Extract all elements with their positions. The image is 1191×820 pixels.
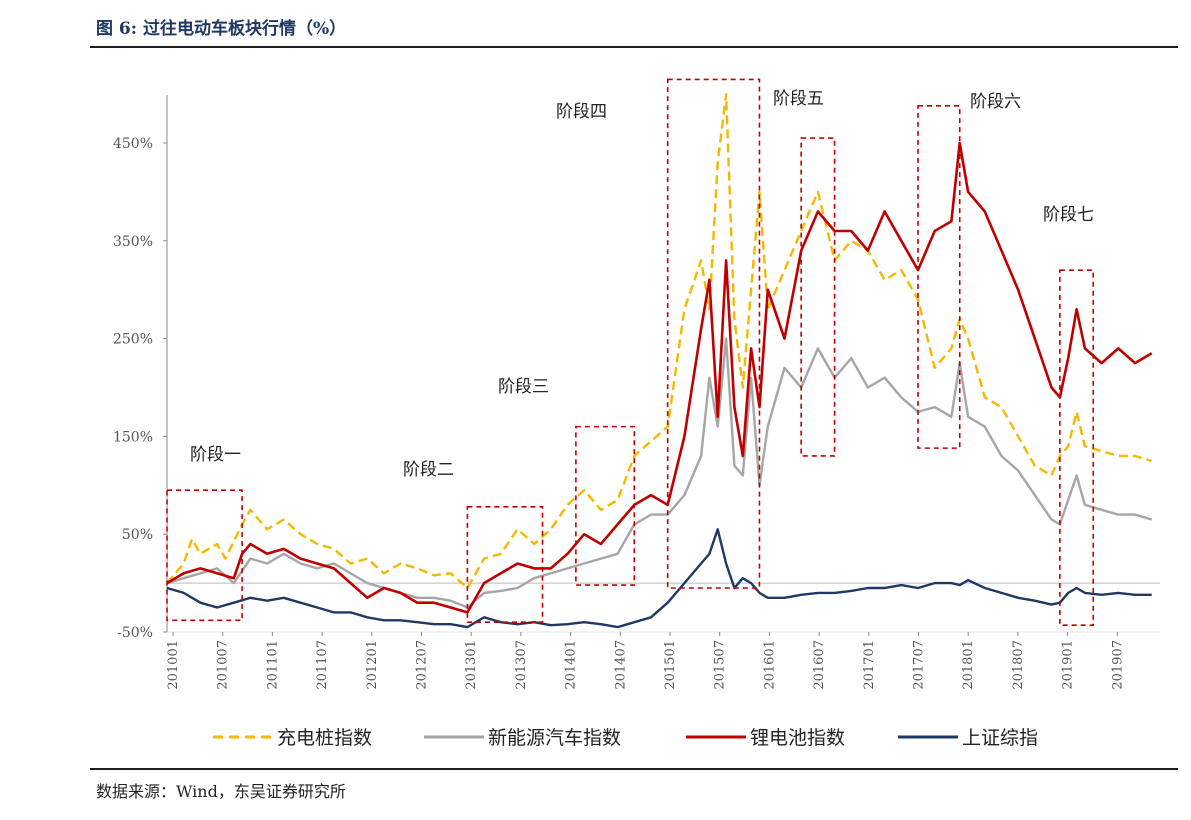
stage-box-3 bbox=[575, 425, 636, 586]
x-tick-label: 201607 bbox=[812, 640, 827, 690]
x-tick-label: 201201 bbox=[365, 640, 380, 690]
series-line-3 bbox=[166, 141, 1153, 614]
y-tick-label: 250% bbox=[113, 332, 153, 348]
stage-label-1: 阶段一 bbox=[190, 445, 241, 465]
x-tick-label: 201307 bbox=[514, 640, 529, 690]
legend-label-4: 上证综指 bbox=[962, 727, 1038, 749]
x-axis-ticks: 201001 201007 201101 201107 201201 201207 2013… bbox=[166, 632, 1125, 690]
top-rule bbox=[90, 46, 1178, 48]
x-tick-label: 201601 bbox=[762, 640, 777, 690]
x-tick-label: 201501 bbox=[663, 640, 678, 690]
x-tick-label: 201001 bbox=[166, 640, 181, 690]
bottom-rule bbox=[90, 768, 1178, 770]
stage-box-1 bbox=[166, 489, 243, 622]
x-tick-label: 201207 bbox=[415, 640, 430, 690]
series-line-1 bbox=[166, 92, 1153, 590]
y-tick-label: 350% bbox=[113, 234, 153, 250]
chart-axes bbox=[166, 95, 1160, 633]
legend-label-1: 充电桩指数 bbox=[277, 727, 372, 749]
stage-label-3: 阶段三 bbox=[498, 377, 549, 397]
y-axis-ticks: 450% 350% 250% 150% 50% -50% bbox=[113, 136, 167, 641]
stage-box-6 bbox=[917, 105, 961, 449]
x-tick-label: 201701 bbox=[862, 640, 877, 690]
stage-box-4 bbox=[666, 78, 761, 589]
stage-box-2 bbox=[466, 506, 544, 624]
legend-label-2: 新能源汽车指数 bbox=[488, 727, 621, 749]
stage-box-5 bbox=[800, 137, 836, 457]
stage-label-6: 阶段六 bbox=[970, 92, 1021, 112]
x-tick-label: 201401 bbox=[564, 640, 579, 690]
x-tick-label: 201301 bbox=[464, 640, 479, 690]
stage-label-7: 阶段七 bbox=[1043, 205, 1094, 225]
stage-label-4: 阶段四 bbox=[556, 102, 607, 122]
x-tick-label: 201707 bbox=[912, 640, 927, 690]
stage-box-7 bbox=[1059, 269, 1095, 626]
y-tick-label: -50% bbox=[117, 625, 153, 641]
y-tick-label: 50% bbox=[122, 527, 153, 543]
source-note: 数据来源：Wind，东吴证券研究所 bbox=[96, 782, 346, 801]
stage-label-2: 阶段二 bbox=[403, 460, 454, 480]
x-tick-label: 201807 bbox=[1011, 640, 1026, 690]
x-tick-label: 201101 bbox=[265, 640, 280, 690]
x-tick-label: 201901 bbox=[1061, 640, 1076, 690]
stage-label-5: 阶段五 bbox=[773, 89, 824, 109]
y-tick-label: 150% bbox=[113, 429, 153, 445]
x-tick-label: 201507 bbox=[713, 640, 728, 690]
x-tick-label: 201007 bbox=[216, 640, 231, 690]
legend-label-3: 锂电池指数 bbox=[750, 727, 845, 749]
x-tick-label: 201407 bbox=[613, 640, 628, 690]
series-line-2 bbox=[166, 337, 1153, 609]
x-tick-label: 201107 bbox=[315, 640, 330, 690]
figure-title: 图 6: 过往电动车板块行情（%） bbox=[96, 19, 347, 39]
x-tick-label: 201801 bbox=[961, 640, 976, 690]
series-layer bbox=[166, 92, 1153, 629]
series-line-4 bbox=[166, 528, 1152, 629]
legend: 充电桩指数 新能源汽车指数 锂电池指数 上证综指 bbox=[213, 727, 1038, 749]
x-tick-label: 201907 bbox=[1110, 640, 1125, 690]
y-tick-label: 450% bbox=[113, 136, 153, 152]
